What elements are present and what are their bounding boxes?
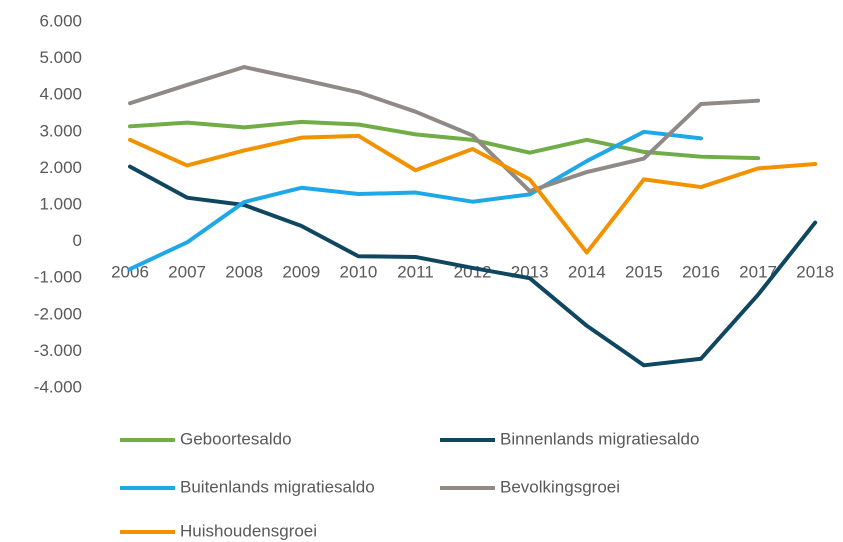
y-tick-label: -4.000 [34,377,82,396]
y-tick-label: 3.000 [39,121,82,140]
y-tick-label: 2.000 [39,158,82,177]
x-tick-label: 2008 [225,262,263,281]
y-tick-label: 4.000 [39,85,82,104]
series-line [128,119,761,161]
legend-label: Huishoudensgroei [180,521,317,540]
x-tick-label: 2010 [339,262,377,281]
x-tick-label: 2006 [111,262,149,281]
x-tick-label: 2007 [168,262,206,281]
x-tick-label: 2009 [282,262,320,281]
y-tick-label: -3.000 [34,341,82,360]
series-line [128,164,818,368]
series-line [128,133,818,255]
y-tick-label: 0 [73,231,82,250]
legend-label: Geboortesaldo [180,429,292,448]
x-tick-label: 2018 [796,262,834,281]
x-tick-label: 2017 [739,262,777,281]
series-line [128,65,761,194]
y-tick-label: 5.000 [39,48,82,67]
y-tick-label: 6.000 [39,11,82,30]
x-tick-label: 2015 [625,262,663,281]
y-tick-label: 1.000 [39,194,82,213]
y-tick-label: -2.000 [34,304,82,323]
y-tick-label: -1.000 [34,268,82,287]
legend-label: Bevolkingsgroei [500,477,620,496]
series-line [128,129,703,272]
x-tick-label: 2014 [568,262,606,281]
legend-label: Binnenlands migratiesaldo [500,429,699,448]
x-tick-label: 2016 [682,262,720,281]
x-tick-label: 2011 [397,262,434,281]
legend-label: Buitenlands migratiesaldo [180,477,375,496]
